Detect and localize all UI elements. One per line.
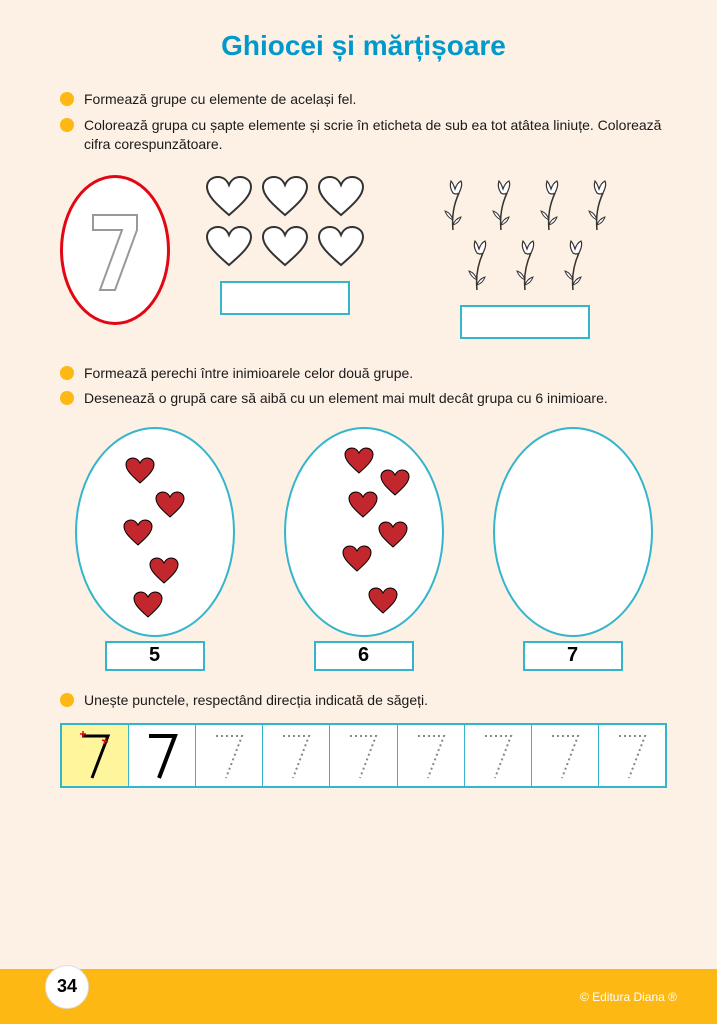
bullet-icon: [60, 366, 74, 380]
oval-group-6: 6: [269, 427, 458, 671]
oval-group-7: 7: [478, 427, 667, 671]
footer: 34 © Editura Diana ®: [0, 969, 717, 1024]
red-heart-icon: [378, 521, 408, 549]
heart-outline-icon: [205, 175, 253, 219]
instruction-1-text: Formează grupe cu elemente de același fe…: [84, 90, 667, 110]
red-heart-icon: [155, 491, 185, 519]
red-heart-icon: [380, 469, 410, 497]
trace-cell[interactable]: [62, 725, 129, 786]
instruction-5-text: Unește punctele, respectând direcția ind…: [84, 691, 667, 711]
red-heart-icon: [149, 557, 179, 585]
digit-oval: [60, 175, 170, 325]
red-heart-icon: [123, 519, 153, 547]
bullet-icon: [60, 92, 74, 106]
red-heart-icon: [368, 587, 398, 615]
heart-outline-icon: [317, 175, 365, 219]
red-heart-icon: [125, 457, 155, 485]
section-2: 5 6 7: [60, 427, 667, 671]
heart-outline-icon: [261, 175, 309, 219]
oval-label: 5: [105, 641, 205, 671]
trace-cell[interactable]: [599, 725, 665, 786]
bullet-icon: [60, 693, 74, 707]
instruction-3-text: Formează perechi între inimioarele celor…: [84, 364, 667, 384]
blue-oval: [75, 427, 235, 637]
page-title: Ghiocei și mărțișoare: [60, 30, 667, 62]
answer-box-hearts[interactable]: [220, 281, 350, 315]
instruction-5: Unește punctele, respectând direcția ind…: [60, 691, 667, 711]
red-heart-icon: [342, 545, 372, 573]
digit-seven-outline: [85, 200, 145, 300]
instruction-1: Formează grupe cu elemente de același fe…: [60, 90, 667, 110]
trace-cell[interactable]: [129, 725, 196, 786]
snowdrop-icon: [479, 175, 523, 233]
trace-cell[interactable]: [330, 725, 397, 786]
trace-cell[interactable]: [398, 725, 465, 786]
bullet-icon: [60, 391, 74, 405]
answer-box-snowdrops[interactable]: [460, 305, 590, 339]
heart-outline-icon: [261, 225, 309, 269]
blue-oval[interactable]: [493, 427, 653, 637]
snowdrop-icon: [551, 235, 595, 293]
red-heart-icon: [344, 447, 374, 475]
instruction-4-text: Desenează o grupă care să aibă cu un ele…: [84, 389, 667, 409]
hearts-group: [190, 175, 380, 315]
oval-label: 7: [523, 641, 623, 671]
blue-oval: [284, 427, 444, 637]
snowdrop-icon: [575, 175, 619, 233]
instruction-2: Colorează grupa cu șapte elemente și scr…: [60, 116, 667, 155]
page-number: 34: [45, 965, 89, 1009]
instruction-2-text: Colorează grupa cu șapte elemente și scr…: [84, 116, 667, 155]
copyright: © Editura Diana ®: [580, 990, 677, 1004]
bullet-icon: [60, 118, 74, 132]
trace-cell[interactable]: [196, 725, 263, 786]
section-1: [60, 175, 667, 339]
oval-group-5: 5: [60, 427, 249, 671]
heart-outline-icon: [317, 225, 365, 269]
snowdrop-icon: [431, 175, 475, 233]
red-heart-icon: [133, 591, 163, 619]
trace-cell[interactable]: [465, 725, 532, 786]
snowdrop-icon: [503, 235, 547, 293]
oval-label: 6: [314, 641, 414, 671]
red-heart-icon: [348, 491, 378, 519]
instruction-4: Desenează o grupă care să aibă cu un ele…: [60, 389, 667, 409]
trace-cell[interactable]: [532, 725, 599, 786]
instruction-3: Formează perechi între inimioarele celor…: [60, 364, 667, 384]
snowdrop-icon: [455, 235, 499, 293]
snowdrops-group: [410, 175, 640, 339]
snowdrop-icon: [527, 175, 571, 233]
heart-outline-icon: [205, 225, 253, 269]
trace-cell[interactable]: [263, 725, 330, 786]
trace-row[interactable]: [60, 723, 667, 788]
